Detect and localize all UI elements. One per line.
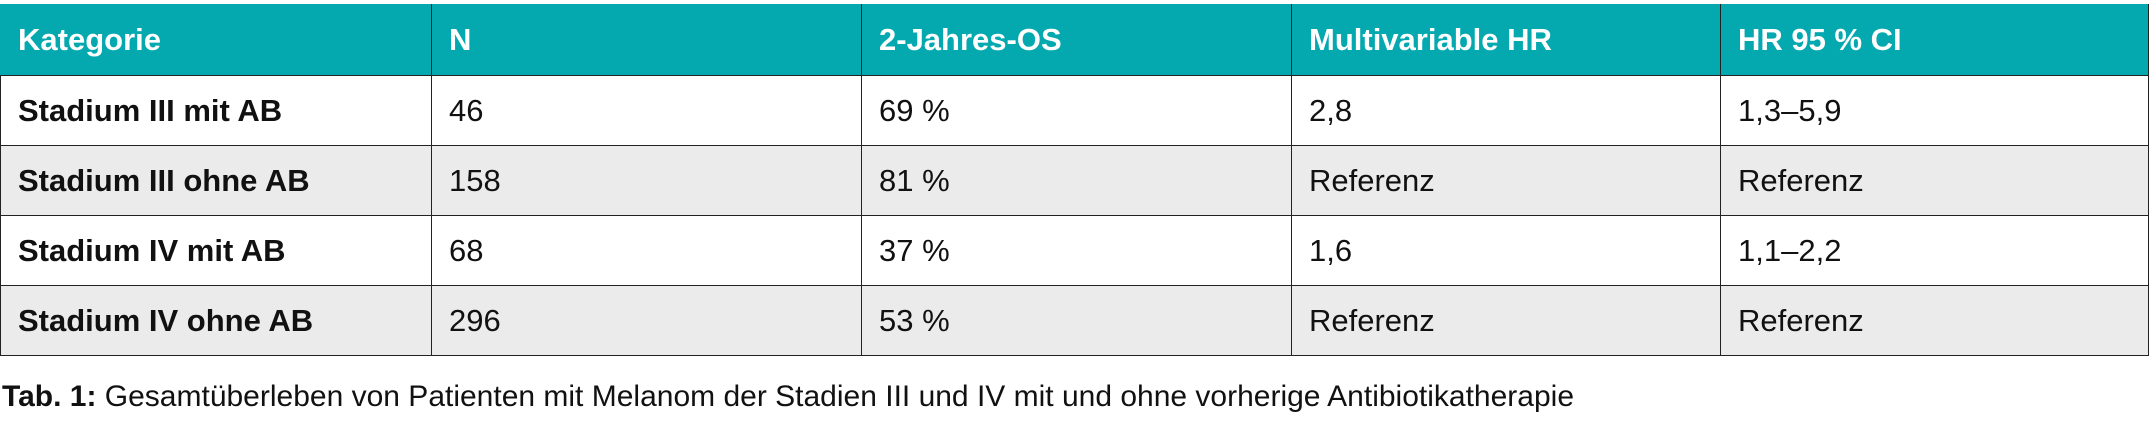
cell-n: 296 [431, 285, 862, 356]
cell-multivariable-hr: 1,6 [1291, 215, 1721, 286]
cell-hr-ci: 1,1–2,2 [1720, 215, 2149, 286]
header-hr-95-ci: HR 95 % CI [1720, 4, 2149, 76]
cell-2-year-os: 37 % [861, 215, 1292, 286]
table-row: Stadium IV ohne AB 296 53 % Referenz Ref… [0, 285, 2149, 356]
header-kategorie: Kategorie [0, 4, 432, 76]
table-row: Stadium IV mit AB 68 37 % 1,6 1,1–2,2 [0, 215, 2149, 286]
cell-2-year-os: 53 % [861, 285, 1292, 356]
data-table-container: Kategorie N 2-Jahres-OS Multivariable HR… [0, 4, 2149, 356]
table-row: Stadium III ohne AB 158 81 % Referenz Re… [0, 145, 2149, 216]
cell-multivariable-hr: Referenz [1291, 285, 1721, 356]
cell-hr-ci: 1,3–5,9 [1720, 75, 2149, 146]
row-category-label: Stadium IV ohne AB [0, 285, 432, 356]
cell-hr-ci: Referenz [1720, 285, 2149, 356]
table-row: Stadium III mit AB 46 69 % 2,8 1,3–5,9 [0, 75, 2149, 146]
cell-2-year-os: 69 % [861, 75, 1292, 146]
cell-n: 158 [431, 145, 862, 216]
cell-hr-ci: Referenz [1720, 145, 2149, 216]
row-category-label: Stadium III mit AB [0, 75, 432, 146]
table-header-row: Kategorie N 2-Jahres-OS Multivariable HR… [0, 4, 2149, 76]
cell-multivariable-hr: Referenz [1291, 145, 1721, 216]
table-caption-text: Gesamtüberleben von Patienten mit Melano… [96, 380, 1574, 413]
table-caption-label: Tab. 1: [2, 380, 97, 413]
header-n: N [431, 4, 862, 76]
row-category-label: Stadium IV mit AB [0, 215, 432, 286]
cell-n: 46 [431, 75, 862, 146]
row-category-label: Stadium III ohne AB [0, 145, 432, 216]
survival-table: Kategorie N 2-Jahres-OS Multivariable HR… [0, 4, 2149, 356]
cell-n: 68 [431, 215, 862, 286]
header-2-jahres-os: 2-Jahres-OS [861, 4, 1292, 76]
cell-2-year-os: 81 % [861, 145, 1292, 216]
header-multivariable-hr: Multivariable HR [1291, 4, 1721, 76]
table-caption: Tab. 1: Gesamtüberleben von Patienten mi… [2, 380, 1574, 414]
cell-multivariable-hr: 2,8 [1291, 75, 1721, 146]
